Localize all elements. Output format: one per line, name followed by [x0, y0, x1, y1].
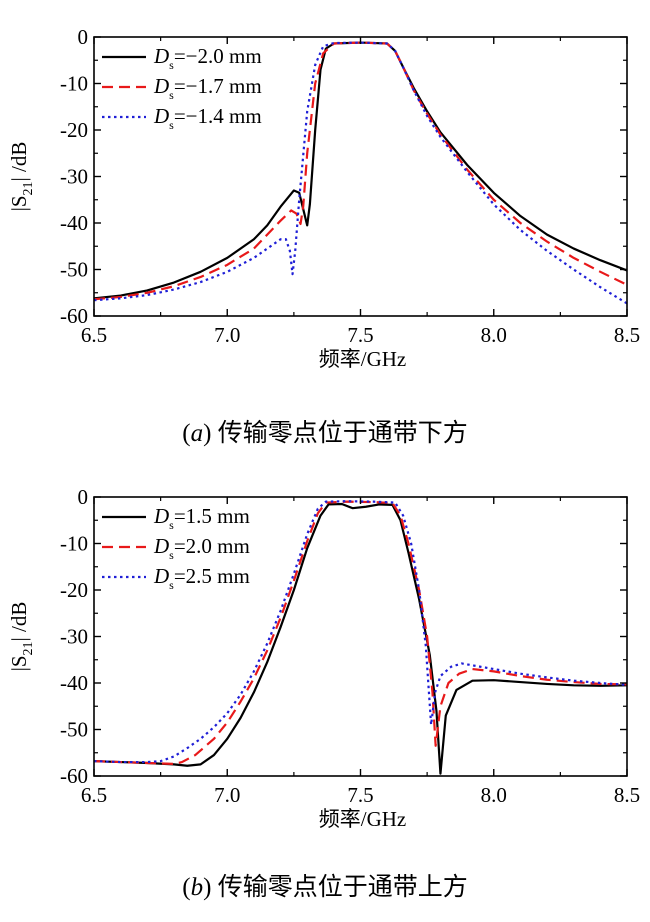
y-tick-label: -20 — [60, 118, 88, 142]
x-axis-title: 频率/GHz — [319, 347, 407, 371]
chart-panel-a: 6.5 7.0 7.5 8.0 8.5 0 -10 -20 -30 -40 -50 -60 频率/GHz… — [7, 25, 640, 447]
x-tick-label: 8.0 — [481, 783, 507, 807]
legend-label-1: Ds=−2.0 mm — [153, 44, 262, 72]
y-tick-label: -40 — [60, 211, 88, 235]
y-tick-label: -60 — [60, 764, 88, 788]
y-tick-label: 0 — [78, 25, 89, 49]
series-line-1 — [94, 41, 627, 300]
x-tick-label: 6.5 — [81, 783, 107, 807]
legend-label-1: Ds=1.5 mm — [153, 504, 250, 532]
y-tick-label: -30 — [60, 625, 88, 649]
x-tick-label: 7.5 — [347, 323, 373, 347]
y-tick-label: -30 — [60, 165, 88, 189]
y-tick-label: 0 — [78, 485, 89, 509]
series-line-2 — [94, 41, 627, 301]
chart-panel-b: 6.5 7.0 7.5 8.0 8.5 0 -10 -20 -30 -40 -50 -60 频率/GHz… — [7, 485, 640, 901]
y-tick-label: -50 — [60, 258, 88, 282]
legend-label-2: Ds=−1.7 mm — [153, 74, 262, 102]
y-tick-label: -50 — [60, 718, 88, 742]
x-tick-label: 7.0 — [214, 783, 240, 807]
y-tick-label: -60 — [60, 304, 88, 328]
x-tick-label: 7.0 — [214, 323, 240, 347]
figure-caption: (b) 传输零点位于通带上方 — [182, 873, 467, 901]
x-axis-title: 频率/GHz — [319, 807, 407, 831]
y-axis-title: |S21| /dB — [7, 602, 36, 672]
y-tick-label: -40 — [60, 671, 88, 695]
figure-caption: (a) 传输零点位于通带下方 — [182, 419, 467, 447]
y-tick-label: -10 — [60, 72, 88, 96]
y-tick-label: -20 — [60, 578, 88, 602]
y-axis-title: |S21| /dB — [7, 142, 36, 212]
series-line-2 — [94, 500, 627, 766]
series-line-3 — [94, 500, 627, 764]
x-tick-label: 8.0 — [481, 323, 507, 347]
x-tick-label: 7.5 — [347, 783, 373, 807]
legend-label-3: Ds=−1.4 mm — [153, 104, 262, 132]
legend-label-2: Ds=2.0 mm — [153, 534, 250, 562]
y-tick-label: -10 — [60, 532, 88, 556]
x-tick-label: 8.5 — [614, 783, 640, 807]
series-line-1 — [94, 502, 627, 775]
x-tick-label: 6.5 — [81, 323, 107, 347]
legend-label-3: Ds=2.5 mm — [153, 564, 250, 592]
x-tick-label: 8.5 — [614, 323, 640, 347]
